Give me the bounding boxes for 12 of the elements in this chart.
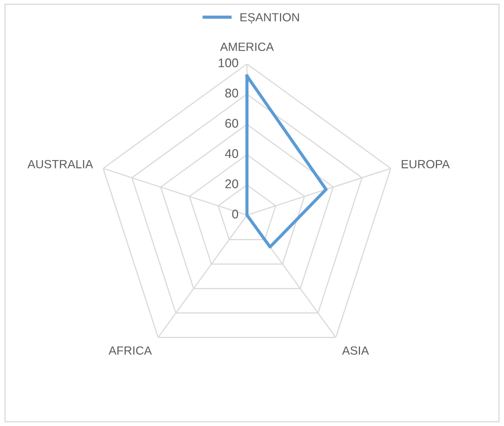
y-tick-label: 0 [232,210,238,218]
spoke-label: AMERICA [220,42,274,52]
y-tick-label: 40 [225,149,238,158]
legend-label: EȘANTION [240,13,299,24]
spoke-label: ASIA [342,346,369,355]
y-tick-label: 20 [225,179,238,188]
spoke-label: EUROPA [402,160,450,168]
y-tick-label: 60 [225,118,238,128]
y-tick-label: 100 [218,58,238,68]
spoke-label: AFRICA [108,346,152,355]
spoke-label: AUSTRALIA [28,160,94,168]
y-tick-label: 80 [225,88,238,98]
